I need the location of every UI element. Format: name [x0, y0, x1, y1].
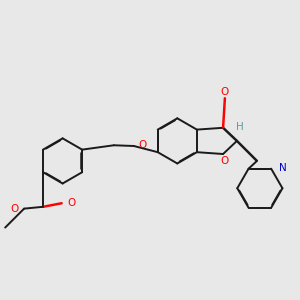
- Text: N: N: [279, 163, 287, 173]
- Text: O: O: [11, 204, 19, 214]
- Text: O: O: [221, 87, 229, 97]
- Text: O: O: [221, 156, 229, 166]
- Text: O: O: [68, 198, 76, 208]
- Text: H: H: [236, 122, 244, 132]
- Text: O: O: [139, 140, 147, 150]
